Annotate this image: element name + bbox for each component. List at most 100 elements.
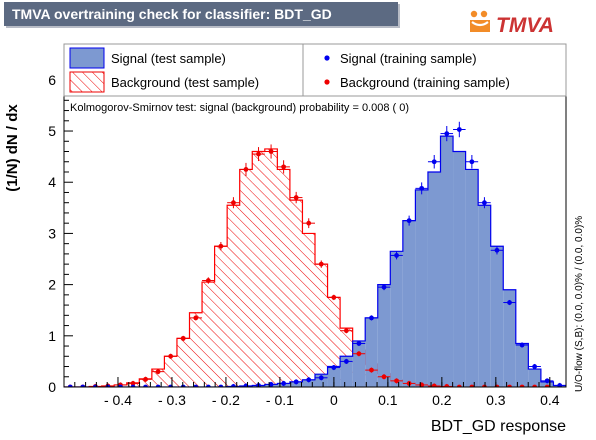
- x-tick-label: - 0.3: [158, 392, 186, 408]
- background-train-point: [268, 149, 274, 154]
- ks-test-label: Kolmogorov-Smirnov test: signal (backgro…: [70, 102, 409, 114]
- background-test-bar: [315, 264, 328, 387]
- signal-train-point: [444, 131, 450, 136]
- signal-test-bar: [340, 356, 353, 387]
- legend-box-right: [302, 43, 567, 97]
- signal-train-point: [67, 384, 73, 387]
- signal-train-point: [356, 341, 362, 346]
- background-test-bar: [139, 378, 152, 387]
- y-tick-label: 2: [48, 277, 56, 293]
- signal-test-bar: [465, 169, 479, 387]
- signal-train-point: [143, 384, 148, 387]
- background-train-point: [281, 164, 287, 170]
- background-train-point: [381, 374, 387, 380]
- background-test-bar: [227, 205, 240, 387]
- legend-background-train-marker: [324, 79, 330, 85]
- legend-background-train-label: Background (training sample): [340, 75, 510, 90]
- overflow-label: U/O-flow (S,B): (0.0, 0.0)% / (0.0, 0.0)…: [574, 216, 585, 392]
- signal-test-bar: [427, 171, 441, 387]
- background-train-point: [482, 384, 487, 387]
- background-train-point: [318, 261, 324, 267]
- signal-train-point: [494, 247, 500, 253]
- background-train-point: [193, 315, 199, 321]
- signal-train-point: [293, 379, 299, 385]
- background-test-bar: [239, 169, 253, 387]
- legend-signal-train-marker: [324, 55, 330, 61]
- title-bar: TMVA overtraining check for classifier: …: [4, 2, 398, 26]
- signal-test-bar: [515, 343, 529, 387]
- plot-title: TMVA overtraining check for classifier: …: [12, 6, 332, 22]
- signal-test-bar: [440, 136, 454, 387]
- signal-train-point: [544, 378, 550, 384]
- signal-test-bar: [377, 284, 391, 387]
- background-test-bar: [164, 356, 177, 387]
- background-test-bar: [264, 148, 278, 387]
- signal-train-point: [394, 253, 399, 258]
- signal-train-point: [218, 384, 224, 387]
- signal-train-point: [456, 127, 462, 132]
- signal-train-point: [482, 200, 487, 206]
- x-tick-label: 0.2: [432, 392, 452, 408]
- x-tick-label: 0.4: [540, 392, 560, 408]
- legend-signal-test-swatch: [69, 47, 105, 69]
- background-train-point: [205, 278, 211, 283]
- signal-test-bar: [528, 369, 541, 387]
- background-train-point: [256, 151, 261, 157]
- background-train-point: [180, 335, 186, 341]
- background-train-point: [532, 384, 538, 387]
- background-train-point: [394, 378, 399, 384]
- signal-train-point: [469, 159, 475, 165]
- background-train-point: [356, 351, 362, 357]
- signal-train-point: [331, 365, 337, 370]
- y-axis-label: (1/N) dN / dx: [4, 104, 21, 192]
- signal-test-bar: [327, 366, 341, 387]
- signal-train-point: [268, 382, 274, 387]
- y-tick-label: 3: [48, 225, 56, 241]
- background-train-point: [293, 195, 299, 200]
- background-test-bar: [176, 338, 190, 387]
- signal-test-bar: [415, 189, 428, 387]
- background-train-point: [469, 384, 475, 387]
- background-test-bar: [202, 282, 215, 387]
- background-test-bar: [289, 200, 303, 387]
- signal-train-point: [431, 159, 437, 165]
- signal-train-point: [80, 384, 86, 387]
- signal-test-bar: [453, 151, 466, 387]
- background-test-bar: [252, 151, 265, 387]
- background-train-point: [369, 367, 374, 373]
- background-train-point: [507, 384, 512, 387]
- legend-signal-test-label: Signal (test sample): [111, 51, 226, 66]
- signal-test-bar: [352, 340, 366, 387]
- y-tick-label: 1: [48, 328, 56, 344]
- signal-train-point: [231, 384, 236, 387]
- signal-test-bar: [490, 246, 504, 387]
- signal-train-point: [193, 384, 199, 387]
- background-train-point: [218, 243, 224, 249]
- x-tick-label: 0.1: [378, 392, 398, 408]
- x-tick-label: - 0.4: [104, 392, 132, 408]
- signal-train-point: [155, 384, 161, 387]
- signal-train-point: [343, 359, 349, 364]
- signal-train-point: [519, 342, 525, 348]
- signal-test-bar: [478, 205, 491, 387]
- x-tick-label: 0: [330, 392, 338, 408]
- signal-test-bar: [503, 289, 516, 387]
- legend-signal-train-label: Signal (training sample): [340, 51, 477, 66]
- background-train-point: [168, 353, 174, 359]
- x-tick-label: - 0.1: [266, 392, 294, 408]
- tmva-logo: TMVA: [470, 10, 554, 37]
- signal-train-point: [419, 185, 425, 191]
- background-train-point: [456, 384, 462, 387]
- background-train-point: [231, 200, 236, 206]
- background-train-point: [431, 383, 437, 387]
- signal-train-point: [369, 315, 374, 321]
- legend: Signal (test sample) Background (test sa…: [63, 43, 567, 97]
- y-tick-label: 5: [48, 123, 56, 139]
- background-train-point: [143, 376, 148, 382]
- signal-train-point: [557, 383, 563, 387]
- background-train-point: [444, 384, 450, 387]
- background-test-bar: [189, 312, 203, 387]
- background-test-bar: [327, 297, 341, 387]
- logo-dot: [480, 10, 488, 18]
